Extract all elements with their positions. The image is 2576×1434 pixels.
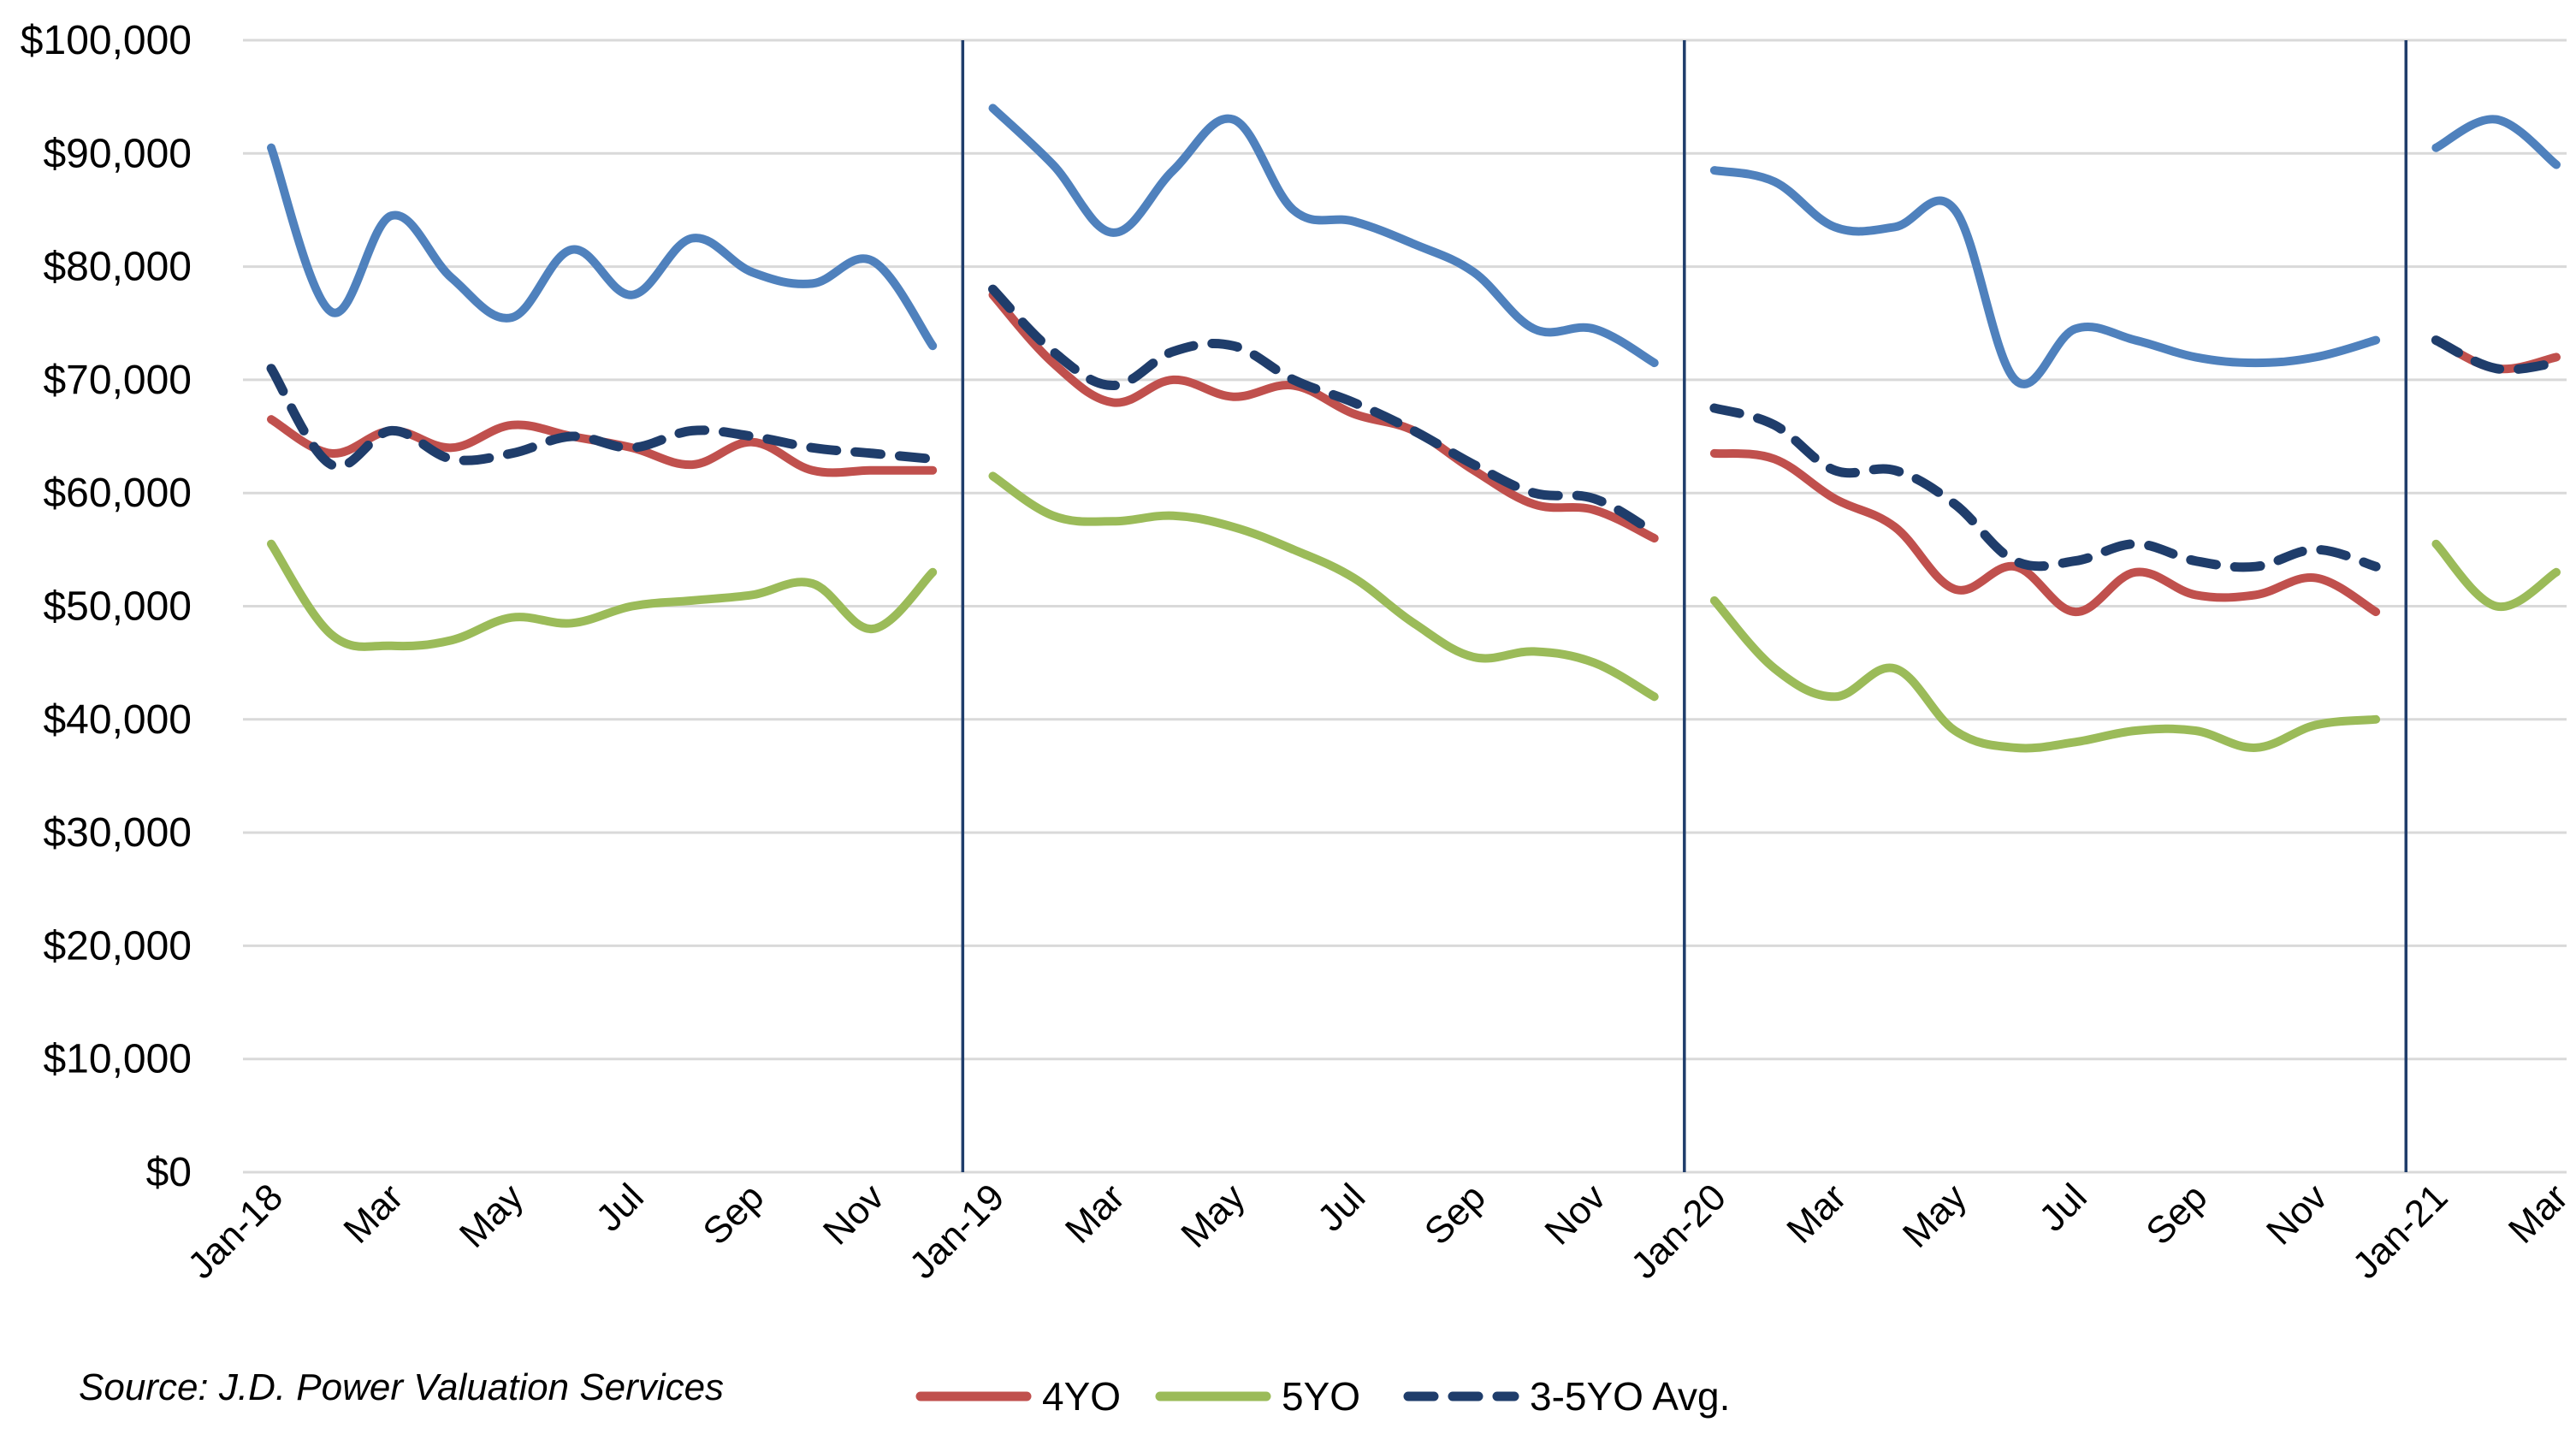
x-tick-label: Sep [1417, 1176, 1494, 1253]
source-note: Source: J.D. Power Valuation Services [79, 1366, 724, 1408]
x-tick-label: Jan-20 [1623, 1176, 1734, 1287]
series-line-blue-segment-1 [267, 143, 938, 351]
x-axis-tick-labels: Jan-18 Mar May Jul Sep Nov Jan-19 Mar May Jul Sep N… [180, 1176, 2576, 1287]
y-tick-label: $80,000 [43, 245, 192, 290]
y-tick-label: $50,000 [43, 584, 192, 630]
legend-item-5yo: 5YO [1155, 1374, 1360, 1419]
legend-label: 5YO [1282, 1374, 1360, 1419]
legend-label: 3-5YO Avg. [1530, 1374, 1730, 1419]
legend-item-3-5yo-avg-: 3-5YO Avg. [1403, 1374, 1730, 1419]
x-tick-label: Jul [2031, 1176, 2094, 1239]
x-tick-label: May [1895, 1176, 1975, 1255]
series-line-blue-segment-4 [2431, 115, 2561, 169]
series-line-5yo-segment-4 [2431, 539, 2561, 612]
y-tick-label: $10,000 [43, 1037, 192, 1082]
x-tick-label: Jul [588, 1176, 651, 1239]
series-line-5yo-segment-3 [1709, 596, 2381, 753]
x-tick-label: May [1173, 1176, 1252, 1255]
x-tick-label: Jan-21 [2345, 1176, 2456, 1287]
y-tick-label: $70,000 [43, 358, 192, 403]
series-line-5yo-segment-2 [988, 471, 1659, 702]
x-tick-label: Jan-19 [902, 1176, 1013, 1287]
legend-item-4yo: 4YO [915, 1374, 1121, 1419]
y-tick-label: $90,000 [43, 131, 192, 176]
x-tick-label: Mar [1057, 1176, 1133, 1251]
series-line-5yo-segment-1 [267, 539, 938, 651]
legend-label: 4YO [1042, 1374, 1121, 1419]
x-tick-label: Nov [1537, 1176, 1614, 1253]
series-line-4yo-segment-3 [1709, 448, 2381, 617]
x-tick-label: Sep [2138, 1176, 2215, 1253]
x-tick-label: Mar [2501, 1176, 2576, 1251]
y-tick-label: $20,000 [43, 923, 192, 969]
gridlines [243, 39, 2567, 1174]
x-tick-label: Jan-18 [180, 1176, 291, 1287]
y-tick-label: $0 [146, 1150, 192, 1195]
x-tick-label: Jul [1310, 1176, 1373, 1239]
x-tick-label: Sep [695, 1176, 772, 1253]
x-tick-label: Mar [1779, 1176, 1854, 1251]
year-dividers [961, 40, 2408, 1172]
y-tick-label: $100,000 [21, 18, 192, 63]
series-line-3-5yo-avg--segment-3 [1709, 403, 2381, 572]
series-line-blue-segment-2 [988, 104, 1659, 368]
x-tick-label: Nov [2259, 1176, 2336, 1253]
x-tick-label: May [452, 1176, 531, 1255]
legend: 4YO 5YO 3-5YO Avg. [915, 1374, 1730, 1419]
series-line-3-5yo-avg--segment-2 [988, 284, 1660, 537]
x-tick-label: Mar [335, 1176, 411, 1251]
y-axis-tick-labels: $0 $10,000 $20,000 $30,000 $40,000 $50,000 $60… [21, 18, 192, 1195]
y-tick-label: $30,000 [43, 810, 192, 856]
y-tick-label: $60,000 [43, 471, 192, 516]
x-tick-label: Nov [815, 1176, 892, 1253]
y-tick-label: $40,000 [43, 697, 192, 743]
series-line-3-5yo-avg--segment-1 [266, 364, 938, 471]
series-line-blue-segment-3 [1709, 166, 2381, 388]
series-line-4yo-segment-2 [988, 290, 1659, 543]
series-lines [266, 104, 2561, 753]
series-line-3-5yo-avg--segment-4 [2431, 335, 2561, 375]
